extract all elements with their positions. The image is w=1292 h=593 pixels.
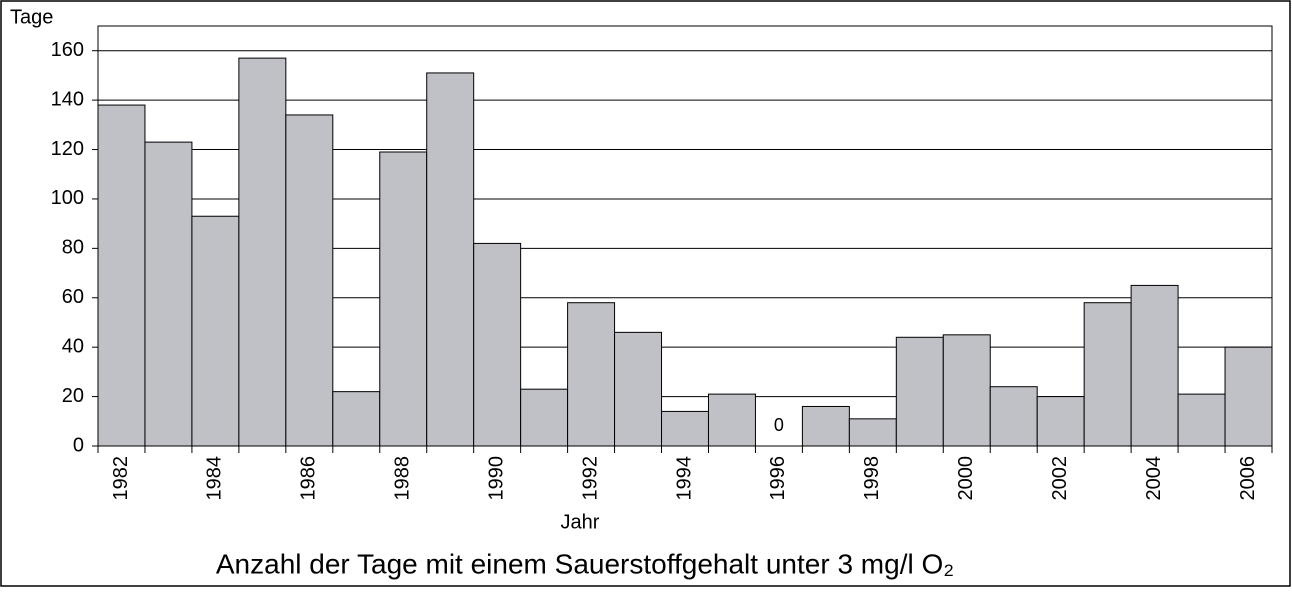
bar: [801, 405, 850, 447]
bar: [1083, 302, 1132, 447]
y-tick-label: 160: [51, 39, 84, 61]
bar: [285, 114, 334, 447]
x-tick-label: 1994: [673, 456, 695, 501]
x-tick-label: 1990: [485, 456, 507, 501]
bar: [989, 386, 1038, 447]
x-tick-label: 2002: [1049, 456, 1071, 501]
y-tick-label: 20: [62, 385, 84, 407]
bar: [191, 215, 240, 447]
x-tick-label: 1992: [579, 456, 601, 501]
bar: [661, 410, 709, 447]
x-tick-label: 2006: [1237, 456, 1259, 501]
bar: [1036, 396, 1085, 447]
chart-title: Anzahl der Tage mit einem Sauerstoffgeha…: [216, 548, 954, 579]
y-axis-label: Tage: [10, 6, 53, 28]
x-tick-label: 1996: [767, 456, 789, 501]
x-tick-label: 2004: [1143, 456, 1165, 501]
bar: [379, 151, 428, 447]
bar: [238, 57, 287, 447]
bar: [473, 242, 522, 447]
bar: [895, 336, 944, 447]
bar: [1224, 346, 1273, 447]
y-tick-label: 120: [51, 138, 84, 160]
bar: [1130, 284, 1179, 447]
y-tick-label: 80: [62, 237, 84, 259]
x-tick-label: 1998: [861, 456, 883, 501]
y-tick-label: 40: [62, 335, 84, 357]
y-tick-label: 140: [51, 88, 84, 110]
bar: [567, 302, 616, 447]
bar: [707, 393, 756, 447]
y-tick-label: 60: [62, 286, 84, 308]
bar: [144, 141, 193, 447]
bar: [426, 72, 475, 447]
bar: [97, 104, 146, 447]
bar: [848, 418, 897, 447]
bar: [1177, 393, 1226, 447]
x-axis-label: Jahr: [561, 511, 600, 533]
bar: [942, 334, 991, 447]
y-tick-label: 100: [51, 187, 84, 209]
value-label: 0: [774, 415, 784, 435]
x-tick-label: 1986: [298, 456, 320, 501]
bar: [520, 388, 569, 447]
y-tick-label: 0: [73, 434, 84, 456]
x-tick-label: 2000: [955, 456, 977, 501]
x-tick-label: 1984: [204, 456, 226, 501]
x-tick-label: 1982: [110, 456, 132, 501]
x-tick-label: 1988: [392, 456, 414, 501]
bar: [332, 391, 381, 447]
bar: [614, 331, 663, 447]
